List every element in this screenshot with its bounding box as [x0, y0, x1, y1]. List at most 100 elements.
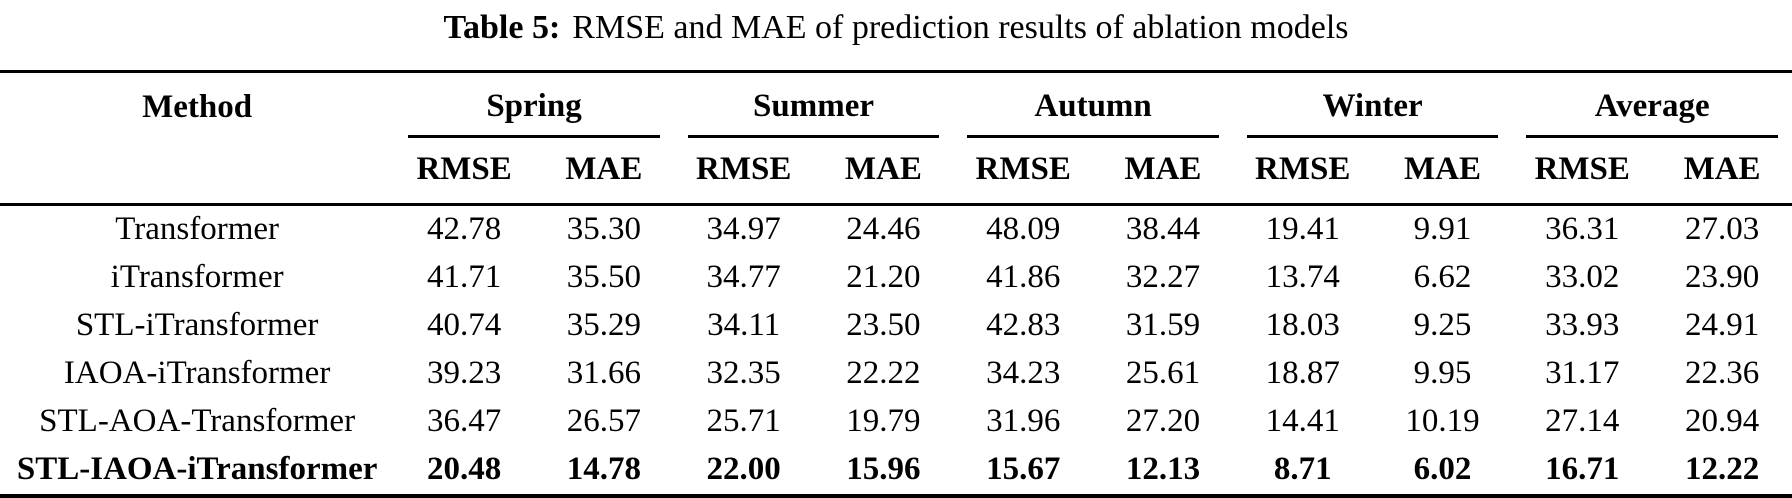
value-cell: 33.02 [1545, 259, 1620, 295]
season-label: Autumn [967, 73, 1219, 138]
value-cell: 24.46 [846, 211, 921, 247]
value-cell: 8.71 [1273, 451, 1332, 487]
season-label: Winter [1246, 73, 1499, 138]
value-cell: 35.50 [566, 259, 642, 295]
caption-label: Table 5: [443, 9, 561, 46]
metric-column-header: MAE [844, 151, 922, 187]
value-cell: 25.61 [1125, 355, 1201, 391]
value-cell: 27.14 [1545, 403, 1620, 439]
value-cell: 16.71 [1545, 451, 1620, 487]
table-row: iTransformer 41.71 35.50 34.77 21.20 41.86 32.… [0, 254, 1792, 302]
season-group-header: Spring [394, 72, 674, 138]
value-cell: 36.31 [1545, 211, 1620, 247]
value-cell: 18.87 [1265, 355, 1340, 391]
table-row: STL-AOA-Transformer 36.47 26.57 25.71 19.79 3… [0, 398, 1792, 446]
season-group-header: Autumn [953, 72, 1233, 138]
value-cell: 36.47 [427, 403, 502, 439]
value-cell: 41.71 [427, 259, 502, 295]
results-table: Method Spring Summer Autumn Winter Average R… [0, 70, 1792, 498]
value-cell: 23.90 [1684, 259, 1760, 295]
table-header: Method Spring Summer Autumn Winter Average R… [0, 72, 1792, 205]
value-cell: 31.96 [986, 403, 1061, 439]
value-cell: 40.74 [427, 307, 502, 343]
value-cell: 22.00 [706, 451, 781, 487]
value-cell: 34.77 [706, 259, 781, 295]
value-cell: 22.22 [846, 355, 921, 391]
caption-text: RMSE and MAE of prediction results of ab… [572, 9, 1349, 46]
value-cell: 39.23 [427, 355, 502, 391]
season-group-header: Average [1512, 72, 1792, 138]
value-cell: 42.78 [427, 211, 502, 247]
method-cell: Transformer [115, 211, 279, 247]
value-cell: 22.36 [1684, 355, 1760, 391]
value-cell: 6.62 [1413, 259, 1472, 295]
value-cell: 31.59 [1125, 307, 1201, 343]
metric-column-header: RMSE [1534, 151, 1630, 187]
value-cell: 20.94 [1684, 403, 1760, 439]
table-row: IAOA-iTransformer 39.23 31.66 32.35 22.22 34.… [0, 350, 1792, 398]
method-cell: STL-AOA-Transformer [39, 403, 356, 439]
metric-column-header: RMSE [416, 151, 512, 187]
value-cell: 9.95 [1413, 355, 1472, 391]
value-cell: 9.25 [1413, 307, 1472, 343]
value-cell: 34.23 [986, 355, 1061, 391]
value-cell: 35.30 [566, 211, 642, 247]
value-cell: 33.93 [1545, 307, 1620, 343]
season-group-header: Winter [1233, 72, 1513, 138]
value-cell: 6.02 [1413, 451, 1472, 487]
value-cell: 34.11 [707, 307, 781, 343]
table-row: Transformer 42.78 35.30 34.97 24.46 48.09 38.4… [0, 205, 1792, 255]
table-row: STL-iTransformer 40.74 35.29 34.11 23.50 42.8… [0, 302, 1792, 350]
method-cell: STL-IAOA-iTransformer [16, 451, 378, 487]
value-cell: 10.19 [1405, 403, 1480, 439]
metric-column-header: RMSE [1255, 151, 1351, 187]
metric-column-header: RMSE [695, 151, 792, 187]
value-cell: 21.20 [846, 259, 921, 295]
value-cell: 27.03 [1684, 211, 1760, 247]
value-cell: 31.66 [566, 355, 642, 391]
value-cell: 14.41 [1265, 403, 1340, 439]
value-cell: 9.91 [1413, 211, 1472, 247]
value-cell: 31.17 [1545, 355, 1620, 391]
method-cell: STL-iTransformer [75, 307, 319, 343]
metric-column-header: MAE [1124, 151, 1202, 187]
value-cell: 12.22 [1684, 451, 1760, 487]
value-cell: 38.44 [1125, 211, 1201, 247]
value-cell: 26.57 [566, 403, 642, 439]
metric-column-header: MAE [565, 151, 643, 187]
value-cell: 34.97 [706, 211, 781, 247]
season-header-row: Method Spring Summer Autumn Winter Average [0, 72, 1792, 138]
season-label: Spring [408, 73, 660, 138]
value-cell: 15.96 [846, 451, 921, 487]
season-group-header: Summer [674, 72, 954, 138]
table-row: STL-IAOA-iTransformer 20.48 14.78 22.00 15.9… [0, 446, 1792, 496]
metric-header-row: RMSE MAE RMSE MAE RMSE MAE RMSE MAE RMSE MAE [0, 138, 1792, 205]
value-cell: 12.13 [1125, 451, 1201, 487]
value-cell: 20.48 [427, 451, 502, 487]
table-caption: Table 5: RMSE and MAE of prediction resul… [0, 0, 1792, 50]
value-cell: 42.83 [986, 307, 1061, 343]
metric-column-header: MAE [1683, 151, 1761, 187]
metric-column-header: MAE [1403, 151, 1481, 187]
season-label: Average [1526, 73, 1778, 138]
value-cell: 32.35 [706, 355, 781, 391]
value-cell: 41.86 [986, 259, 1061, 295]
metric-column-header: RMSE [975, 151, 1071, 187]
method-cell: iTransformer [110, 259, 284, 295]
value-cell: 14.78 [566, 451, 642, 487]
value-cell: 24.91 [1684, 307, 1760, 343]
season-label: Summer [687, 73, 940, 138]
value-cell: 25.71 [706, 403, 781, 439]
method-column-header: Method [142, 89, 253, 125]
value-cell: 15.67 [986, 451, 1061, 487]
value-cell: 27.20 [1125, 403, 1201, 439]
value-cell: 13.74 [1265, 259, 1340, 295]
method-cell: IAOA-iTransformer [63, 355, 331, 391]
value-cell: 19.41 [1265, 211, 1340, 247]
table-body: Transformer 42.78 35.30 34.97 24.46 48.09 38.4… [0, 205, 1792, 497]
value-cell: 48.09 [986, 211, 1061, 247]
value-cell: 23.50 [846, 307, 921, 343]
value-cell: 18.03 [1265, 307, 1340, 343]
value-cell: 35.29 [566, 307, 642, 343]
